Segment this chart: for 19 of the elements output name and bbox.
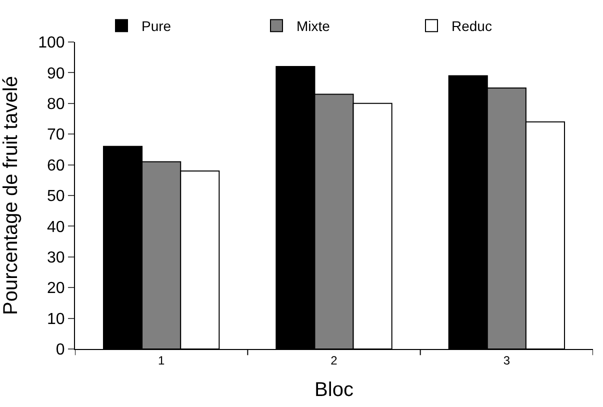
y-tick-label: 30: [47, 250, 65, 266]
y-tick-label: 0: [56, 342, 65, 359]
x-tick-label: 1: [158, 353, 165, 368]
x-axis-title: Bloc: [314, 378, 354, 401]
x-tick-label: 2: [330, 353, 338, 368]
legend-label: Reduc: [452, 18, 492, 34]
y-tick-label: 50: [47, 188, 65, 206]
y-tick-label: 100: [38, 34, 65, 52]
y-tick-label: 10: [47, 310, 65, 328]
y-tick-label: 80: [47, 96, 65, 113]
y-tick-label: 40: [47, 218, 65, 236]
y-axis-title: Pourcentage de fruit tavelé: [0, 76, 22, 316]
legend-label: Mixte: [296, 18, 330, 34]
y-tick-label: 60: [47, 157, 65, 174]
y-tick-label: 20: [47, 280, 65, 298]
x-tick-label: 3: [503, 353, 510, 368]
y-tick-label: 90: [47, 65, 65, 82]
legend-label: Pure: [142, 18, 172, 34]
y-tick-label: 70: [47, 126, 65, 144]
